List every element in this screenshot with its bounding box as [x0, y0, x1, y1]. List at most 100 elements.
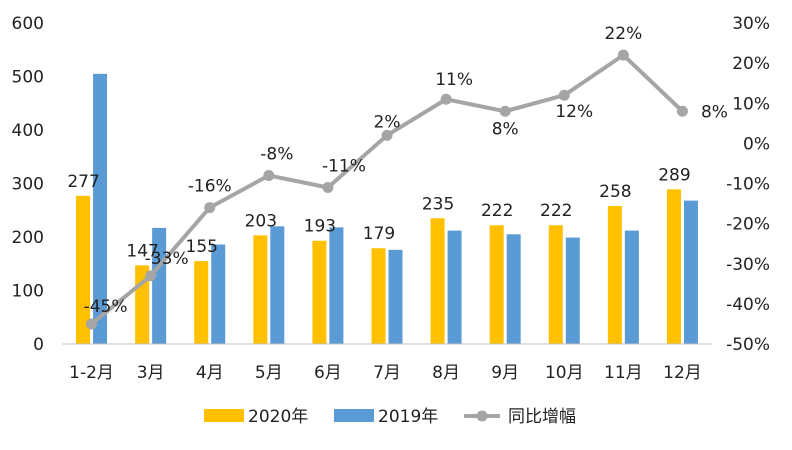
- left-tick-6: 600: [12, 14, 44, 34]
- growth-label-1: -33%: [145, 249, 189, 269]
- right-y-axis: -50% -40% -30% -20% -10% 0% 10% 20% 30%: [726, 14, 770, 355]
- right-tick-0: -50%: [726, 335, 770, 355]
- growth-point-7: [499, 105, 511, 117]
- x-tick-8: 10月: [545, 363, 584, 383]
- legend-label-2020: 2020年: [248, 407, 308, 427]
- growth-label-3: -8%: [260, 144, 293, 164]
- data-labels-layer: 277 147 155 203 193 179 235 222 222 258 289 -45% -33…: [67, 24, 728, 317]
- left-tick-3: 300: [12, 175, 44, 195]
- bar-2020-0: [76, 195, 91, 344]
- growth-point-3: [263, 169, 275, 181]
- growth-label-2: -16%: [188, 177, 232, 197]
- growth-label-10: 8%: [701, 102, 728, 122]
- x-tick-10: 12月: [663, 363, 702, 383]
- bar-2020-4: [312, 240, 327, 344]
- legend-item-2019: 2019年: [334, 407, 438, 427]
- bar-2019-7: [506, 234, 521, 344]
- growth-label-5: 2%: [374, 112, 401, 132]
- x-tick-2: 4月: [196, 363, 224, 383]
- bar-2020-5: [371, 248, 386, 344]
- growth-line-layer: [86, 49, 688, 330]
- x-tick-1: 3月: [137, 363, 165, 383]
- growth-label-8: 12%: [555, 102, 593, 122]
- x-tick-5: 7月: [373, 363, 401, 383]
- x-tick-0: 1-2月: [69, 363, 114, 383]
- growth-point-4: [322, 182, 334, 194]
- growth-label-7: 8%: [492, 119, 519, 139]
- bar-label-2020-5: 179: [363, 224, 395, 244]
- growth-point-2: [204, 202, 216, 214]
- growth-point-10: [676, 105, 688, 117]
- bar-label-2020-10: 289: [658, 165, 690, 185]
- growth-point-5: [381, 129, 393, 141]
- left-tick-4: 400: [12, 121, 44, 141]
- x-tick-9: 11月: [604, 363, 643, 383]
- bar-label-2020-2: 155: [186, 237, 218, 257]
- right-tick-1: -40%: [726, 295, 770, 315]
- growth-label-0: -45%: [84, 297, 128, 317]
- left-y-axis: 0 100 200 300 400 500 600: [12, 14, 44, 355]
- bar-2020-3: [253, 235, 268, 344]
- bar-label-2020-1: 147: [126, 241, 158, 261]
- bar-2019-6: [447, 230, 462, 344]
- bar-2019-0: [93, 73, 108, 344]
- bars-layer: [76, 73, 698, 344]
- left-tick-5: 500: [12, 68, 44, 88]
- bar-2019-3: [270, 226, 285, 344]
- left-tick-1: 100: [12, 282, 44, 302]
- legend-marker-growth: [476, 410, 488, 422]
- bar-2019-1: [152, 227, 167, 344]
- legend-label-growth: 同比增幅: [508, 407, 576, 427]
- x-tick-4: 6月: [314, 363, 342, 383]
- right-tick-5: 0%: [743, 134, 770, 154]
- bar-2019-10: [683, 200, 698, 344]
- legend-swatch-2019: [334, 409, 374, 422]
- bar-2020-9: [607, 205, 622, 344]
- right-tick-2: -30%: [726, 255, 770, 275]
- bar-2019-9: [624, 230, 639, 344]
- legend: 2020年 2019年 同比增幅: [204, 407, 576, 427]
- bar-2019-2: [211, 244, 226, 344]
- growth-point-0: [86, 318, 98, 330]
- bar-2020-2: [194, 261, 209, 344]
- bar-label-2020-8: 222: [540, 201, 572, 221]
- bar-label-2020-6: 235: [422, 194, 454, 214]
- legend-label-2019: 2019年: [378, 407, 438, 427]
- right-tick-7: 20%: [732, 54, 770, 74]
- right-tick-3: -20%: [726, 215, 770, 235]
- bar-2020-7: [489, 225, 504, 344]
- legend-item-growth: 同比增幅: [464, 407, 576, 427]
- right-tick-8: 30%: [732, 14, 770, 34]
- right-tick-4: -10%: [726, 175, 770, 195]
- growth-label-4: -11%: [322, 157, 366, 177]
- bar-label-2020-9: 258: [599, 182, 631, 202]
- bar-2020-6: [430, 218, 445, 344]
- bar-2019-8: [565, 237, 580, 344]
- legend-swatch-2020: [204, 409, 244, 422]
- legend-item-2020: 2020年: [204, 407, 308, 427]
- right-tick-6: 10%: [732, 94, 770, 114]
- bar-2020-10: [666, 189, 681, 344]
- growth-line: [90, 53, 684, 326]
- bar-2020-8: [548, 225, 563, 344]
- growth-label-6: 11%: [435, 70, 473, 90]
- bar-label-2020-7: 222: [481, 201, 513, 221]
- bar-2019-5: [388, 249, 403, 344]
- bar-label-2020-4: 193: [304, 217, 336, 237]
- growth-point-6: [440, 93, 452, 105]
- x-tick-7: 9月: [491, 363, 519, 383]
- growth-label-9: 22%: [604, 24, 642, 44]
- x-tick-6: 8月: [432, 363, 460, 383]
- bar-2019-4: [329, 227, 344, 344]
- growth-point-9: [617, 49, 629, 61]
- x-tick-3: 5月: [255, 363, 283, 383]
- bar-label-2020-0: 277: [67, 172, 99, 192]
- x-axis-ticks: 1-2月 3月 4月 5月 6月 7月 8月 9月 10月 11月 12月: [69, 363, 702, 383]
- growth-point-8: [558, 89, 570, 101]
- left-tick-2: 200: [12, 228, 44, 248]
- left-tick-0: 0: [33, 335, 44, 355]
- bar-label-2020-3: 203: [245, 211, 277, 231]
- growth-point-1: [145, 270, 157, 282]
